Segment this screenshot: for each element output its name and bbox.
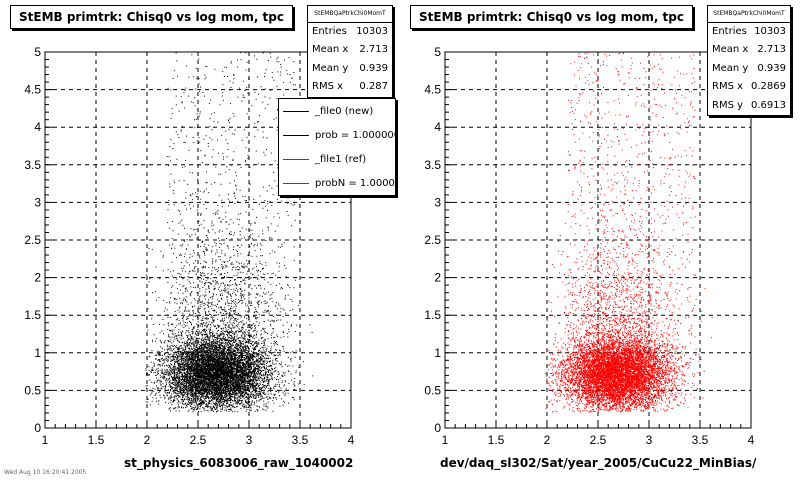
legend-box: _file0 (new) prob = 1.000000 _file1 (ref… (278, 98, 396, 196)
legend-line-red (283, 158, 309, 160)
legend-line-black (283, 110, 309, 112)
left-plot-title: StEMB primtrk: Chisq0 vs log mom, tpc (10, 5, 293, 29)
y-tick-label: 3.5 (24, 158, 41, 172)
left-stats-row: Entries 10303 (308, 23, 392, 41)
scatter-points (545, 52, 713, 413)
y-tick-label: 0.5 (24, 383, 41, 397)
y-tick-label: 2.5 (24, 233, 41, 247)
left-stats-box: StEMBQaPtrkChi0MomT Entries 10303 Mean x 2… (307, 5, 393, 98)
x-tick-label: 4 (748, 433, 755, 447)
x-tick-label: 2.5 (590, 433, 607, 447)
y-tick-label: 0.5 (424, 383, 441, 397)
stats-label: Entries (312, 26, 347, 37)
legend-label: prob = 1.000000 (315, 129, 396, 141)
stats-label: Mean x (312, 44, 349, 56)
y-tick-label: 1.5 (24, 308, 41, 322)
stats-value: 0.287 (359, 81, 388, 93)
legend-entry: _file1 (ref) (279, 147, 395, 171)
legend-entry: probN = 1.000000 (279, 171, 395, 195)
y-tick-label: 4 (34, 120, 41, 134)
footer-timestamp: Wed Aug 10 16:20:41 2005 (4, 469, 87, 476)
right-stats-row: Mean y 0.939 (708, 60, 790, 78)
x-tick-label: 1.5 (88, 433, 105, 447)
stats-value: 10303 (356, 26, 388, 37)
y-tick-label: 3 (34, 195, 41, 209)
stats-label: Mean y (712, 62, 749, 74)
y-tick-label: 2 (34, 271, 41, 285)
stats-value: 2.713 (757, 44, 786, 56)
left-scatter-plot: 1 1.5 2 2.5 3 3.5 4 0 0.5 1 1.5 2 2.5 3 3.5 4 4.5 5 (24, 45, 355, 447)
y-tick-label: 2 (434, 271, 441, 285)
left-stats-row: RMS x 0.287 (308, 78, 392, 96)
right-plot-title: StEMB primtrk: Chisq0 vs log mom, tpc (410, 5, 693, 29)
x-tick-label: 3 (246, 433, 253, 447)
x-tick-label: 3.5 (292, 433, 309, 447)
y-tick-label: 2.5 (424, 233, 441, 247)
stats-value: 0.939 (757, 62, 786, 74)
legend-label: _file1 (ref) (315, 153, 367, 165)
stats-label: Mean y (312, 62, 349, 74)
x-tick-label: 3.5 (692, 433, 709, 447)
stats-label: RMS x (712, 81, 744, 93)
left-pad: 1 1.5 2 2.5 3 3.5 4 0 0.5 1 1.5 2 2.5 3 3.5 4 4.5 5 StEMB… (4, 5, 396, 476)
right-scatter-plot: 1 1.5 2 2.5 3 3.5 4 0 0.5 1 1.5 2 2.5 3 3.5 4 4.5 5 (424, 45, 755, 447)
y-tick-label: 3 (434, 195, 441, 209)
left-x-axis-label: st_physics_6083006_raw_1040002 (124, 456, 354, 470)
right-stats-row: RMS x 0.2869 (708, 78, 790, 96)
stats-value: 0.2869 (751, 81, 786, 93)
x-tick-label: 2.5 (190, 433, 207, 447)
legend-label: probN = 1.000000 (315, 177, 395, 189)
x-tick-label: 2 (144, 433, 151, 447)
stats-value: 10303 (754, 26, 786, 37)
y-tick-label: 5 (34, 45, 41, 59)
legend-entry: _file0 (new) (279, 99, 395, 123)
y-tick-label: 3.5 (424, 158, 441, 172)
left-stats-row: Mean y 0.939 (308, 60, 392, 78)
legend-label: _file0 (new) (315, 105, 374, 117)
x-tick-label: 3 (646, 433, 653, 447)
x-tick-label: 4 (348, 433, 355, 447)
y-tick-label: 0 (34, 421, 41, 435)
y-tick-label: 1.5 (424, 308, 441, 322)
legend-line-black (283, 134, 309, 136)
right-stats-row: Mean x 2.713 (708, 41, 790, 59)
y-tick-label: 4 (434, 120, 441, 134)
legend-line-red (283, 182, 309, 184)
stats-value: 0.6913 (751, 99, 786, 111)
stats-label: Mean x (712, 44, 749, 56)
stats-label: Entries (712, 26, 747, 37)
stats-value: 0.939 (359, 62, 388, 74)
right-stats-box: StEMBQaPtrkChi0MomT Entries 10303 Mean x 2… (707, 5, 791, 116)
stats-label: RMS x (312, 81, 344, 93)
right-pad: 1 1.5 2 2.5 3 3.5 4 0 0.5 1 1.5 2 2.5 3 3.5 4 4.5 5 StEMB… (400, 0, 800, 480)
y-tick-label: 1 (434, 346, 441, 360)
x-tick-label: 1 (42, 433, 49, 447)
right-stats-name: StEMBQaPtrkChi0MomT (708, 6, 790, 23)
y-tick-label: 1 (34, 346, 41, 360)
y-tick-label: 4.5 (24, 83, 41, 97)
legend-entry: prob = 1.000000 (279, 123, 395, 147)
x-tick-label: 1.5 (488, 433, 505, 447)
x-tick-label: 1 (442, 433, 449, 447)
y-tick-label: 5 (434, 45, 441, 59)
left-stats-name: StEMBQaPtrkChi0MomT (308, 6, 392, 23)
scatter-points (145, 52, 319, 413)
right-x-axis-label: dev/daq_sl302/Sat/year_2005/CuCu22_MinBi… (440, 456, 757, 470)
y-tick-label: 4.5 (424, 83, 441, 97)
stats-value: 2.713 (359, 44, 388, 56)
stats-label: RMS y (712, 99, 744, 111)
right-stats-row: RMS y 0.6913 (708, 97, 790, 115)
right-stats-row: Entries 10303 (708, 23, 790, 41)
left-stats-row: Mean x 2.713 (308, 41, 392, 59)
x-tick-label: 2 (544, 433, 551, 447)
y-tick-label: 0 (434, 421, 441, 435)
